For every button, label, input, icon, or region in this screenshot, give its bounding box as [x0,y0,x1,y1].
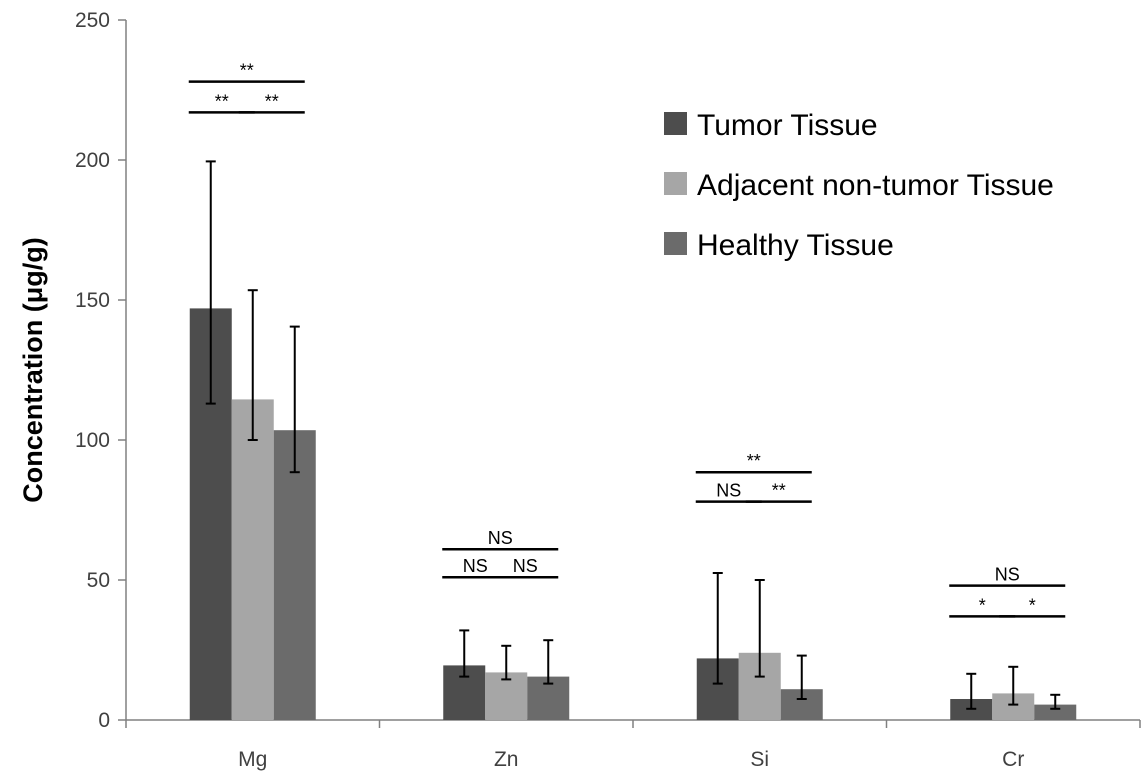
significance-label: NS [995,565,1020,585]
significance-label: ** [772,481,786,501]
significance-label: ** [747,451,761,471]
significance-label: * [1029,595,1036,615]
x-tick-label: Cr [1002,748,1024,771]
x-tick-label: Mg [238,748,267,771]
legend-swatch [664,172,687,195]
y-tick-label: 150 [75,289,110,312]
y-axis-label: Concentration (μg/g) [18,237,48,503]
legend-swatch [664,112,687,135]
x-tick-label: Zn [494,748,519,771]
bar [273,430,316,720]
significance-label: ** [215,91,229,111]
legend-label: Healthy Tissue [697,229,894,262]
y-tick-label: 250 [75,9,110,32]
significance-label: NS [716,481,741,501]
y-tick-label: 0 [98,709,110,732]
legend-label: Tumor Tissue [697,109,878,142]
significance-label: * [979,595,986,615]
axes: 0 50 100 150 200 250 Mg Zn Si Cr [75,9,1141,771]
bar [231,399,274,720]
significance-label: NS [463,556,488,576]
y-tick-label: 200 [75,149,110,172]
significance-label: NS [513,556,538,576]
significance-label: NS [488,528,513,548]
significance-label: ** [265,91,279,111]
legend: Tumor Tissue Adjacent non-tumor Tissue Hea… [664,109,1054,262]
bars [189,308,1077,720]
significance-label: ** [240,61,254,81]
bar [1034,704,1077,720]
error-bars [205,160,1061,710]
y-tick-label: 50 [87,569,110,592]
y-tick-label: 100 [75,429,110,452]
legend-label: Adjacent non-tumor Tissue [697,169,1054,202]
legend-swatch [664,232,687,255]
x-tick-label: Si [750,748,769,771]
